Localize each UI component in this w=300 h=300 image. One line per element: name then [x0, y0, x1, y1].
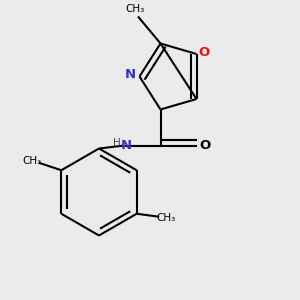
Text: CH₃: CH₃ [22, 156, 42, 166]
Text: CH₃: CH₃ [156, 213, 176, 223]
Text: H: H [113, 138, 121, 148]
Text: N: N [125, 68, 136, 82]
Text: CH₃: CH₃ [125, 4, 145, 14]
Text: O: O [198, 46, 210, 59]
Text: O: O [199, 139, 211, 152]
Text: N: N [120, 139, 132, 152]
